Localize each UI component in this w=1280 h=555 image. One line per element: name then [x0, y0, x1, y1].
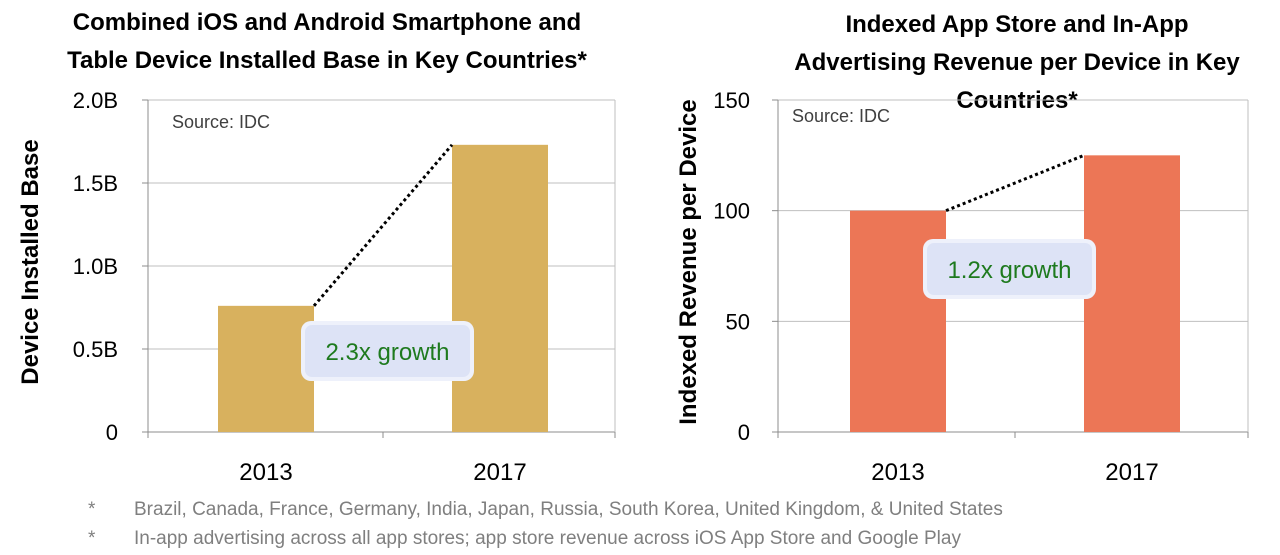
- revenue-per-device-chart: Indexed App Store and In-App Advertising …: [675, 11, 1249, 486]
- footnotes: * Brazil, Canada, France, Germany, India…: [88, 495, 1003, 553]
- y-axis-label: Indexed Revenue per Device: [675, 99, 702, 424]
- y-tick-label: 0: [106, 420, 118, 445]
- growth-connector: [945, 153, 1085, 213]
- annotation-box: [305, 325, 470, 377]
- growth-annotation: 1.2x growth: [947, 257, 1071, 284]
- x-tick-label: 2017: [1105, 459, 1158, 486]
- y-tick-label: 0: [738, 420, 750, 445]
- chart-title: Advertising Revenue per Device in Key: [794, 49, 1240, 76]
- chart-title: Table Device Installed Base in Key Count…: [67, 47, 587, 74]
- installed-base-chart: Combined iOS and Android Smartphone and T…: [17, 9, 616, 486]
- footnote-marker: *: [88, 498, 96, 520]
- chart-title: Indexed App Store and In-App: [845, 11, 1188, 38]
- y-tick-label: 50: [726, 309, 750, 334]
- growth-annotation: 2.3x growth: [325, 339, 449, 366]
- x-tick-label: 2017: [473, 459, 526, 486]
- y-tick-label: 1.0B: [73, 254, 118, 279]
- y-tick-label: 100: [713, 199, 750, 224]
- y-tick-label: 0.5B: [73, 337, 118, 362]
- footnote-2: * In-app advertising across all app stor…: [88, 524, 1003, 553]
- source-label: Source: IDC: [172, 112, 270, 132]
- x-tick-label: 2013: [871, 459, 924, 486]
- bar-2017: [1084, 155, 1180, 433]
- footnote-1: * Brazil, Canada, France, Germany, India…: [88, 495, 1003, 524]
- footnote-marker: *: [88, 527, 96, 549]
- footnote-text: In-app advertising across all app stores…: [134, 527, 961, 549]
- y-tick-label: 1.5B: [73, 171, 118, 196]
- y-axis-label: Device Installed Base: [17, 139, 44, 384]
- y-tick-label: 2.0B: [73, 88, 118, 113]
- y-tick-label: 150: [713, 88, 750, 113]
- chart-title: Combined iOS and Android Smartphone and: [73, 9, 581, 36]
- bar-2013: [218, 305, 314, 432]
- growth-connector: [312, 143, 454, 307]
- annotation-box: [927, 243, 1092, 295]
- source-label: Source: IDC: [792, 106, 890, 126]
- bar-2017: [452, 144, 548, 432]
- x-tick-label: 2013: [239, 459, 292, 486]
- footnote-text: Brazil, Canada, France, Germany, India, …: [134, 498, 1003, 520]
